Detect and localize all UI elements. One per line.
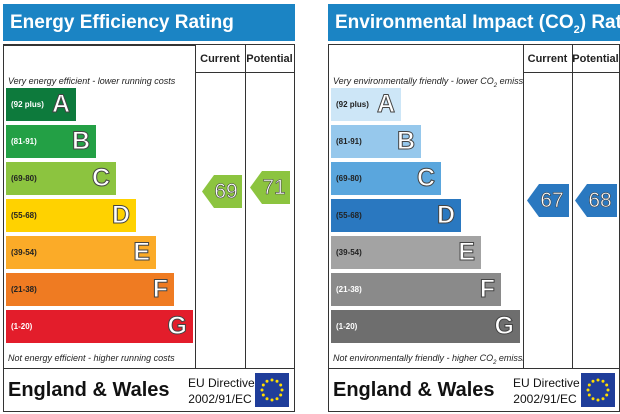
energy-efficiency-panel: Energy Efficiency Rating Current Potenti… bbox=[3, 4, 295, 412]
environment-panel-title: Environmental Impact (CO2) Rating bbox=[328, 4, 620, 41]
energy-band-f: (21-38) F bbox=[6, 273, 174, 306]
band-letter: E bbox=[133, 238, 151, 267]
directive-line-1: EU Directive bbox=[188, 376, 255, 390]
band-letter: B bbox=[396, 127, 415, 156]
band-range: (92 plus) bbox=[336, 100, 369, 109]
band-letter: G bbox=[167, 312, 187, 341]
environment-band-d: (55-68) D bbox=[331, 199, 461, 232]
band-letter: B bbox=[71, 127, 90, 156]
band-letter: A bbox=[51, 90, 70, 119]
band-range: (21-38) bbox=[336, 285, 362, 294]
band-range: (69-80) bbox=[336, 174, 362, 183]
band-range: (81-91) bbox=[336, 137, 362, 146]
environment-current-rating-arrow: 67 bbox=[527, 184, 569, 217]
environment-top-note: Very environmentally friendly - lower CO… bbox=[333, 76, 523, 89]
band-range: (21-38) bbox=[11, 285, 37, 294]
footer-rule bbox=[329, 368, 619, 369]
eu-flag-icon bbox=[255, 373, 289, 407]
environment-band-b: (81-91) B bbox=[331, 125, 421, 158]
band-range: (39-54) bbox=[336, 248, 362, 257]
band-letter: G bbox=[494, 312, 514, 341]
column-divider bbox=[572, 45, 573, 368]
environment-band-a: (92 plus) A bbox=[331, 88, 401, 121]
environment-band-e: (39-54) E bbox=[331, 236, 481, 269]
band-letter: A bbox=[376, 90, 395, 119]
band-letter: C bbox=[416, 164, 435, 193]
band-letter: D bbox=[436, 201, 455, 230]
footer-country: England & Wales bbox=[8, 379, 170, 401]
band-range: (69-80) bbox=[11, 174, 37, 183]
band-range: (81-91) bbox=[11, 137, 37, 146]
band-range: (55-68) bbox=[11, 211, 37, 220]
current-column-header: Current bbox=[523, 45, 572, 73]
band-range: (1-20) bbox=[11, 322, 33, 331]
energy-band-d: (55-68) D bbox=[6, 199, 136, 232]
energy-band-e: (39-54) E bbox=[6, 236, 156, 269]
directive-line-2: 2002/91/EC bbox=[513, 392, 577, 406]
current-column-header: Current bbox=[195, 45, 245, 73]
energy-potential-rating-arrow: 71 bbox=[250, 171, 290, 204]
energy-current-rating-arrow: 69 bbox=[202, 175, 242, 208]
footer-eu-directive: EU Directive 2002/91/EC bbox=[513, 375, 580, 407]
band-letter: C bbox=[91, 164, 110, 193]
environment-band-g: (1-20) G bbox=[331, 310, 520, 343]
band-letter: F bbox=[152, 275, 168, 304]
potential-column-header: Potential bbox=[245, 45, 294, 73]
energy-top-note: Very energy efficient - lower running co… bbox=[8, 76, 176, 86]
band-letter: E bbox=[458, 238, 476, 267]
environment-potential-rating-arrow: 68 bbox=[575, 184, 617, 217]
environment-band-f: (21-38) F bbox=[331, 273, 501, 306]
footer-eu-directive: EU Directive 2002/91/EC bbox=[188, 375, 255, 407]
band-range: (1-20) bbox=[336, 322, 358, 331]
environment-rating-table: Current Potential Very environmentally f… bbox=[328, 44, 620, 412]
band-range: (39-54) bbox=[11, 248, 37, 257]
energy-bottom-note: Not energy efficient - higher running co… bbox=[8, 353, 175, 363]
column-divider bbox=[195, 45, 196, 368]
footer-rule bbox=[4, 368, 294, 369]
energy-rating-table: Current Potential Very energy efficient … bbox=[3, 44, 295, 412]
eu-flag-icon bbox=[581, 373, 615, 407]
band-range: (92 plus) bbox=[11, 100, 44, 109]
potential-column-header: Potential bbox=[572, 45, 619, 73]
energy-band-b: (81-91) B bbox=[6, 125, 96, 158]
band-letter: D bbox=[111, 201, 130, 230]
footer-country: England & Wales bbox=[333, 379, 495, 401]
energy-band-c: (69-80) C bbox=[6, 162, 116, 195]
column-divider bbox=[523, 45, 524, 368]
directive-line-1: EU Directive bbox=[513, 376, 580, 390]
directive-line-2: 2002/91/EC bbox=[188, 392, 252, 406]
energy-band-g: (1-20) G bbox=[6, 310, 193, 343]
environment-band-c: (69-80) C bbox=[331, 162, 441, 195]
energy-band-a: (92 plus) A bbox=[6, 88, 76, 121]
band-range: (55-68) bbox=[336, 211, 362, 220]
energy-panel-title: Energy Efficiency Rating bbox=[3, 4, 295, 41]
environment-bottom-note: Not environmentally friendly - higher CO… bbox=[333, 353, 523, 366]
band-letter: F bbox=[479, 275, 495, 304]
environmental-impact-panel: Environmental Impact (CO2) Rating Curren… bbox=[328, 4, 620, 412]
top-rule bbox=[4, 45, 195, 46]
column-divider bbox=[245, 45, 246, 368]
